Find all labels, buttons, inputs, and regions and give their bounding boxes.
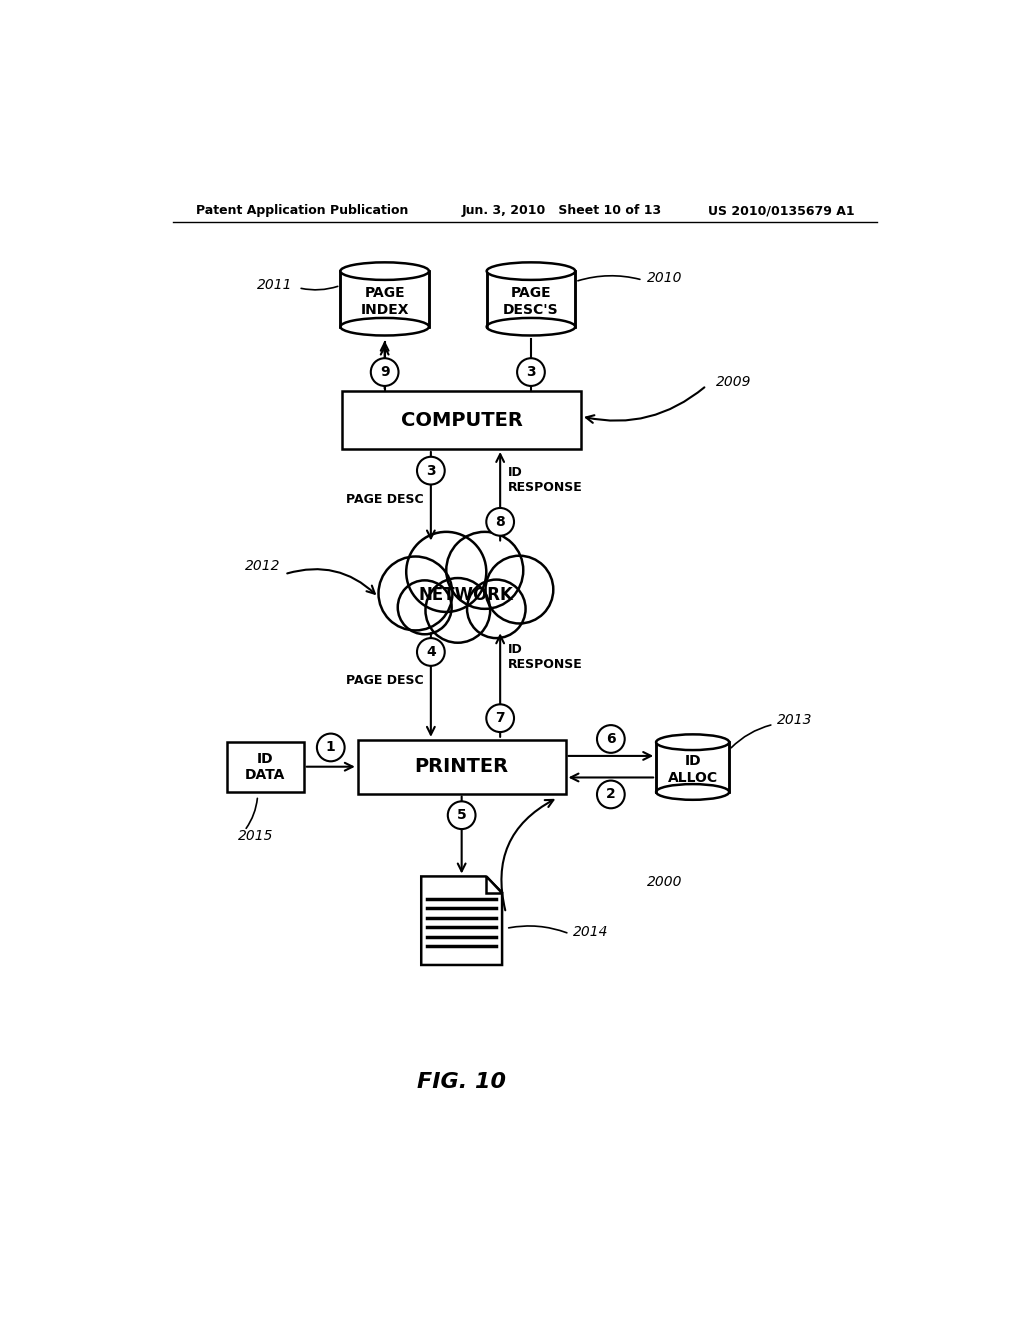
Text: 1: 1 bbox=[326, 741, 336, 755]
Text: PAGE
INDEX: PAGE INDEX bbox=[360, 286, 409, 317]
Ellipse shape bbox=[340, 318, 429, 335]
Circle shape bbox=[447, 801, 475, 829]
Text: 2012: 2012 bbox=[245, 560, 281, 573]
Circle shape bbox=[407, 532, 486, 612]
Text: 4: 4 bbox=[426, 645, 436, 659]
FancyArrowPatch shape bbox=[301, 286, 338, 290]
Text: US 2010/0135679 A1: US 2010/0135679 A1 bbox=[708, 205, 854, 218]
Ellipse shape bbox=[656, 734, 729, 750]
Bar bbox=[486, 271, 575, 327]
Text: PRINTER: PRINTER bbox=[415, 758, 509, 776]
Text: PAGE
DESC'S: PAGE DESC'S bbox=[503, 286, 559, 317]
Circle shape bbox=[371, 358, 398, 385]
Text: COMPUTER: COMPUTER bbox=[400, 411, 522, 430]
Circle shape bbox=[446, 532, 523, 609]
Circle shape bbox=[597, 780, 625, 808]
Text: 3: 3 bbox=[426, 463, 435, 478]
Circle shape bbox=[597, 725, 625, 752]
Text: Jun. 3, 2010   Sheet 10 of 13: Jun. 3, 2010 Sheet 10 of 13 bbox=[462, 205, 662, 218]
Circle shape bbox=[425, 578, 490, 643]
Text: ID
ALLOC: ID ALLOC bbox=[668, 754, 718, 784]
Text: 2013: 2013 bbox=[777, 714, 813, 727]
Bar bbox=[656, 742, 729, 792]
Text: 2000: 2000 bbox=[646, 875, 682, 890]
Text: 2: 2 bbox=[606, 788, 615, 801]
FancyArrowPatch shape bbox=[246, 799, 257, 829]
Ellipse shape bbox=[486, 318, 575, 335]
Text: PAGE DESC: PAGE DESC bbox=[345, 492, 423, 506]
Text: NETWORK: NETWORK bbox=[418, 586, 513, 605]
Text: PAGE DESC: PAGE DESC bbox=[345, 675, 423, 686]
Bar bbox=[342, 391, 581, 449]
Ellipse shape bbox=[340, 263, 429, 280]
Text: ID
RESPONSE: ID RESPONSE bbox=[508, 643, 583, 672]
Text: 2015: 2015 bbox=[239, 829, 273, 843]
Circle shape bbox=[517, 358, 545, 385]
Circle shape bbox=[486, 508, 514, 536]
Bar bbox=[357, 739, 565, 793]
FancyArrowPatch shape bbox=[578, 276, 640, 281]
Polygon shape bbox=[486, 876, 502, 892]
Bar bbox=[340, 271, 429, 327]
Circle shape bbox=[467, 579, 525, 638]
Text: 5: 5 bbox=[457, 808, 467, 822]
FancyArrowPatch shape bbox=[731, 725, 771, 747]
Ellipse shape bbox=[656, 784, 729, 800]
Text: 8: 8 bbox=[496, 515, 505, 529]
Text: ID
DATA: ID DATA bbox=[245, 751, 286, 781]
Circle shape bbox=[486, 705, 514, 733]
Circle shape bbox=[485, 556, 553, 623]
Text: 2009: 2009 bbox=[716, 375, 752, 388]
Text: 9: 9 bbox=[380, 366, 389, 379]
FancyArrowPatch shape bbox=[287, 569, 375, 594]
Text: ID
RESPONSE: ID RESPONSE bbox=[508, 466, 583, 494]
Circle shape bbox=[316, 734, 345, 762]
Text: FIG. 10: FIG. 10 bbox=[417, 1072, 506, 1093]
Text: 6: 6 bbox=[606, 733, 615, 746]
Circle shape bbox=[417, 638, 444, 665]
Circle shape bbox=[397, 581, 452, 635]
Text: 2010: 2010 bbox=[646, 271, 682, 285]
Text: 2014: 2014 bbox=[573, 925, 609, 940]
Circle shape bbox=[417, 457, 444, 484]
Bar bbox=[226, 742, 304, 792]
Text: Patent Application Publication: Patent Application Publication bbox=[196, 205, 409, 218]
FancyArrowPatch shape bbox=[502, 800, 553, 911]
FancyArrowPatch shape bbox=[509, 925, 567, 933]
Polygon shape bbox=[421, 876, 502, 965]
Text: 2011: 2011 bbox=[257, 279, 292, 293]
FancyArrowPatch shape bbox=[586, 387, 705, 422]
Text: 3: 3 bbox=[526, 366, 536, 379]
Ellipse shape bbox=[486, 263, 575, 280]
Circle shape bbox=[379, 557, 453, 631]
Text: 7: 7 bbox=[496, 711, 505, 725]
